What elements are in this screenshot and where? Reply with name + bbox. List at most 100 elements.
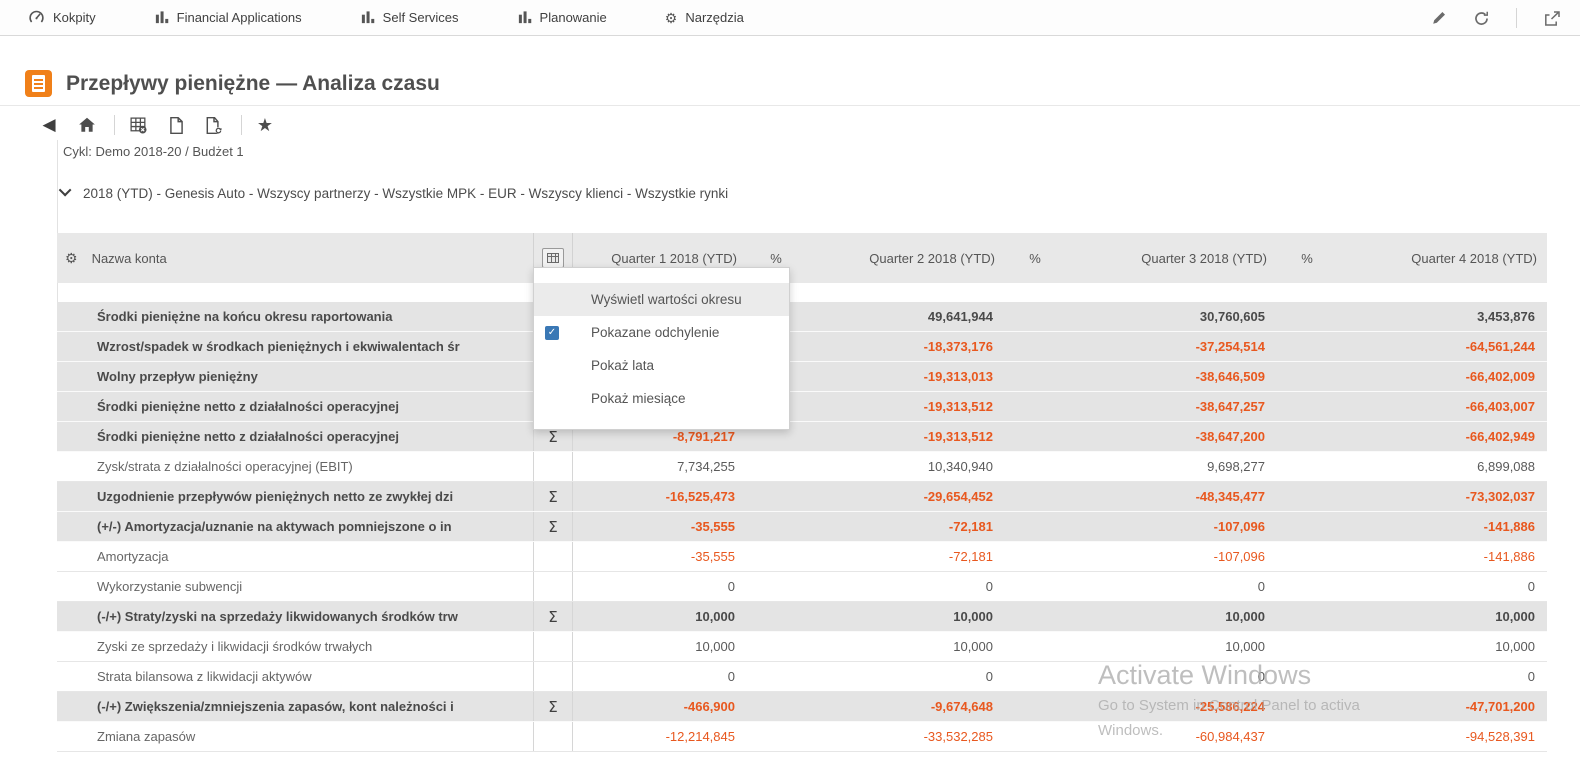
table-row[interactable]: (-/+) Zwiększenia/zmniejszenia zapasów, … xyxy=(57,692,1547,722)
value-cell-q4[interactable]: 6,899,088 xyxy=(1477,459,1535,474)
value-cell-q4[interactable]: -94,528,391 xyxy=(1465,729,1535,744)
value-cell-q4[interactable]: -66,402,949 xyxy=(1465,429,1535,444)
account-name-cell[interactable]: Środki pieniężne netto z działalności op… xyxy=(97,429,399,444)
value-cell-q3[interactable]: -25,586,224 xyxy=(1195,699,1265,714)
value-cell-q2[interactable]: -72,181 xyxy=(948,519,993,534)
value-cell-q1[interactable]: -35,555 xyxy=(690,519,735,534)
value-cell-q2[interactable]: -19,313,512 xyxy=(923,399,993,414)
sigma-sum-icon[interactable]: Σ xyxy=(533,692,573,721)
back-icon[interactable]: ◀ xyxy=(42,115,56,134)
value-cell-q3[interactable]: -38,646,509 xyxy=(1195,369,1265,384)
value-cell-q4[interactable]: -141,886 xyxy=(1483,549,1535,564)
table-row[interactable]: Środki pieniężne netto z działalności op… xyxy=(57,392,1547,422)
new-document-icon[interactable] xyxy=(165,114,187,136)
value-cell-q4[interactable]: 0 xyxy=(1527,579,1535,594)
value-cell-q4[interactable]: -66,403,007 xyxy=(1465,399,1535,414)
value-cell-q1[interactable]: -466,900 xyxy=(683,699,735,714)
value-cell-q3[interactable]: -37,254,514 xyxy=(1195,339,1265,354)
column-settings-gear-icon[interactable]: ⚙ xyxy=(65,249,78,266)
table-row[interactable]: Wzrost/spadek w środkach pieniężnych i e… xyxy=(57,332,1547,362)
value-cell-q1[interactable]: 0 xyxy=(727,579,735,594)
table-row[interactable]: Zysk/strata z działalności operacyjnej (… xyxy=(57,452,1547,482)
menu-item-wyświetl-wartości-okresu[interactable]: Wyświetl wartości okresu xyxy=(534,283,789,316)
favorite-icon[interactable]: ★ xyxy=(256,114,274,135)
value-cell-q3[interactable]: -60,984,437 xyxy=(1195,729,1265,744)
value-cell-q1[interactable]: 0 xyxy=(727,669,735,684)
value-cell-q3[interactable]: 0 xyxy=(1257,669,1265,684)
value-cell-q1[interactable]: 10,000 xyxy=(695,639,735,654)
value-cell-q4[interactable]: 0 xyxy=(1527,669,1535,684)
value-cell-q4[interactable]: 10,000 xyxy=(1495,609,1535,624)
menu-item-pokazane-odchylenie[interactable]: ✓ Pokazane odchylenie xyxy=(534,316,789,349)
value-cell-q3[interactable]: 30,760,605 xyxy=(1199,309,1265,324)
table-row[interactable]: Strata bilansowa z likwidacji aktywów 0 0 0… xyxy=(57,662,1547,692)
filter-selection-row[interactable]: 2018 (YTD) - Genesis Auto - Wszyscy part… xyxy=(58,183,728,201)
account-name-cell[interactable]: (-/+) Straty/zyski na sprzedaży likwidow… xyxy=(97,609,458,624)
value-cell-q3[interactable]: 10,000 xyxy=(1225,609,1265,624)
refresh-document-icon[interactable] xyxy=(203,114,225,136)
nav-item-narzędzia[interactable]: ⚙ Narzędzia xyxy=(665,9,744,26)
value-cell-q2[interactable]: -19,313,512 xyxy=(923,429,993,444)
account-name-cell[interactable]: Zmiana zapasów xyxy=(97,729,196,744)
table-row[interactable]: Wolny przepływ pieniężny -19,313,013 -38,6… xyxy=(57,362,1547,392)
value-cell-q2[interactable]: -18,373,176 xyxy=(923,339,993,354)
value-cell-q4[interactable]: -66,402,009 xyxy=(1465,369,1535,384)
menu-item-pokaż-lata[interactable]: Pokaż lata xyxy=(534,349,789,382)
account-name-cell[interactable]: Amortyzacja xyxy=(97,549,169,564)
value-cell-q2[interactable]: -72,181 xyxy=(948,549,993,564)
value-cell-q1[interactable]: 7,734,255 xyxy=(677,459,735,474)
value-cell-q3[interactable]: 10,000 xyxy=(1225,639,1265,654)
value-cell-q3[interactable]: 9,698,277 xyxy=(1207,459,1265,474)
value-cell-q2[interactable]: 10,000 xyxy=(953,639,993,654)
value-cell-q3[interactable]: -107,096 xyxy=(1213,519,1265,534)
value-cell-q4[interactable]: -73,302,037 xyxy=(1465,489,1535,504)
home-icon[interactable] xyxy=(76,114,98,136)
sigma-sum-icon[interactable]: Σ xyxy=(533,602,573,631)
value-cell-q4[interactable]: -47,701,200 xyxy=(1465,699,1535,714)
share-icon[interactable] xyxy=(1543,10,1562,27)
checked-checkbox-icon[interactable]: ✓ xyxy=(545,325,559,340)
account-name-cell[interactable]: Wolny przepływ pieniężny xyxy=(97,369,258,384)
nav-item-kokpity[interactable]: Kokpity xyxy=(28,9,96,26)
value-cell-q3[interactable]: -107,096 xyxy=(1213,549,1265,564)
table-row[interactable]: Środki pieniężne na końcu okresu raporto… xyxy=(57,302,1547,332)
account-name-cell[interactable]: Środki pieniężne na końcu okresu raporto… xyxy=(97,309,393,324)
value-cell-q2[interactable]: 10,000 xyxy=(953,609,993,624)
value-cell-q3[interactable]: 0 xyxy=(1257,579,1265,594)
table-row[interactable]: (-/+) Straty/zyski na sprzedaży likwidow… xyxy=(57,602,1547,632)
table-row[interactable]: Uzgodnienie przepływów pieniężnych netto… xyxy=(57,482,1547,512)
value-cell-q2[interactable]: 49,641,944 xyxy=(927,309,993,324)
account-name-cell[interactable]: (+/-) Amortyzacja/uznanie na aktywach po… xyxy=(97,519,452,534)
account-name-cell[interactable]: Zyski ze sprzedaży i likwidacji środków … xyxy=(97,639,373,654)
value-cell-q4[interactable]: -141,886 xyxy=(1483,519,1535,534)
value-cell-q1[interactable]: -35,555 xyxy=(690,549,735,564)
table-row[interactable]: Wykorzystanie subwencji 0 0 0 0 xyxy=(57,572,1547,602)
table-row[interactable]: Zyski ze sprzedaży i likwidacji środków … xyxy=(57,632,1547,662)
table-row[interactable]: Środki pieniężne netto z działalności op… xyxy=(57,422,1547,452)
account-name-cell[interactable]: Środki pieniężne netto z działalności op… xyxy=(97,399,399,414)
refresh-icon[interactable] xyxy=(1473,10,1490,27)
value-cell-q2[interactable]: 0 xyxy=(985,669,993,684)
account-name-cell[interactable]: Uzgodnienie przepływów pieniężnych netto… xyxy=(97,489,454,504)
table-row[interactable]: Zmiana zapasów -12,214,845 -33,532,285 -60,… xyxy=(57,722,1547,752)
sigma-sum-icon[interactable]: Σ xyxy=(533,512,573,541)
value-cell-q1[interactable]: -16,525,473 xyxy=(665,489,735,504)
value-cell-q2[interactable]: 0 xyxy=(985,579,993,594)
value-cell-q1[interactable]: 10,000 xyxy=(695,609,735,624)
value-cell-q2[interactable]: 10,340,940 xyxy=(927,459,993,474)
nav-item-self-services[interactable]: Self Services xyxy=(360,9,459,26)
value-cell-q2[interactable]: -9,674,648 xyxy=(930,699,993,714)
value-cell-q4[interactable]: 10,000 xyxy=(1495,639,1535,654)
value-cell-q2[interactable]: -29,654,452 xyxy=(923,489,993,504)
value-cell-q4[interactable]: 3,453,876 xyxy=(1477,309,1535,324)
table-row[interactable]: (+/-) Amortyzacja/uznanie na aktywach po… xyxy=(57,512,1547,542)
sigma-sum-icon[interactable]: Σ xyxy=(533,422,573,451)
table-row[interactable]: Amortyzacja -35,555 -72,181 -107,096 -141,88… xyxy=(57,542,1547,572)
account-name-cell[interactable]: (-/+) Zwiększenia/zmniejszenia zapasów, … xyxy=(97,699,454,714)
value-cell-q1[interactable]: -8,791,217 xyxy=(672,429,735,444)
nav-item-financial-applications[interactable]: Financial Applications xyxy=(154,9,302,26)
value-cell-q3[interactable]: -38,647,257 xyxy=(1195,399,1265,414)
account-name-cell[interactable]: Wykorzystanie subwencji xyxy=(97,579,243,594)
nav-item-planowanie[interactable]: Planowanie xyxy=(517,9,607,26)
account-name-cell[interactable]: Strata bilansowa z likwidacji aktywów xyxy=(97,669,312,684)
